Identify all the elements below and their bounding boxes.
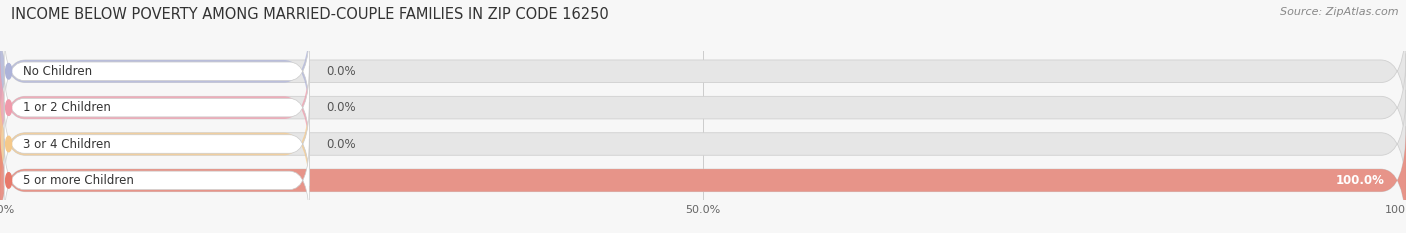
- FancyBboxPatch shape: [0, 53, 1406, 162]
- FancyBboxPatch shape: [0, 17, 309, 125]
- FancyBboxPatch shape: [0, 126, 1406, 233]
- Circle shape: [6, 136, 11, 152]
- FancyBboxPatch shape: [0, 126, 1406, 233]
- FancyBboxPatch shape: [4, 139, 309, 222]
- Circle shape: [6, 64, 11, 79]
- Text: Source: ZipAtlas.com: Source: ZipAtlas.com: [1281, 7, 1399, 17]
- Text: 100.0%: 100.0%: [1336, 174, 1385, 187]
- FancyBboxPatch shape: [0, 17, 1406, 125]
- FancyBboxPatch shape: [4, 102, 309, 186]
- Text: 0.0%: 0.0%: [326, 101, 356, 114]
- Text: 0.0%: 0.0%: [326, 65, 356, 78]
- Text: 3 or 4 Children: 3 or 4 Children: [22, 137, 111, 151]
- Text: INCOME BELOW POVERTY AMONG MARRIED-COUPLE FAMILIES IN ZIP CODE 16250: INCOME BELOW POVERTY AMONG MARRIED-COUPL…: [11, 7, 609, 22]
- Circle shape: [6, 173, 11, 188]
- Text: 1 or 2 Children: 1 or 2 Children: [22, 101, 111, 114]
- Text: 0.0%: 0.0%: [326, 137, 356, 151]
- FancyBboxPatch shape: [4, 30, 309, 113]
- FancyBboxPatch shape: [4, 66, 309, 149]
- FancyBboxPatch shape: [0, 53, 309, 162]
- Text: 5 or more Children: 5 or more Children: [22, 174, 134, 187]
- FancyBboxPatch shape: [0, 90, 1406, 198]
- FancyBboxPatch shape: [0, 90, 309, 198]
- Text: No Children: No Children: [22, 65, 91, 78]
- Circle shape: [6, 100, 11, 115]
